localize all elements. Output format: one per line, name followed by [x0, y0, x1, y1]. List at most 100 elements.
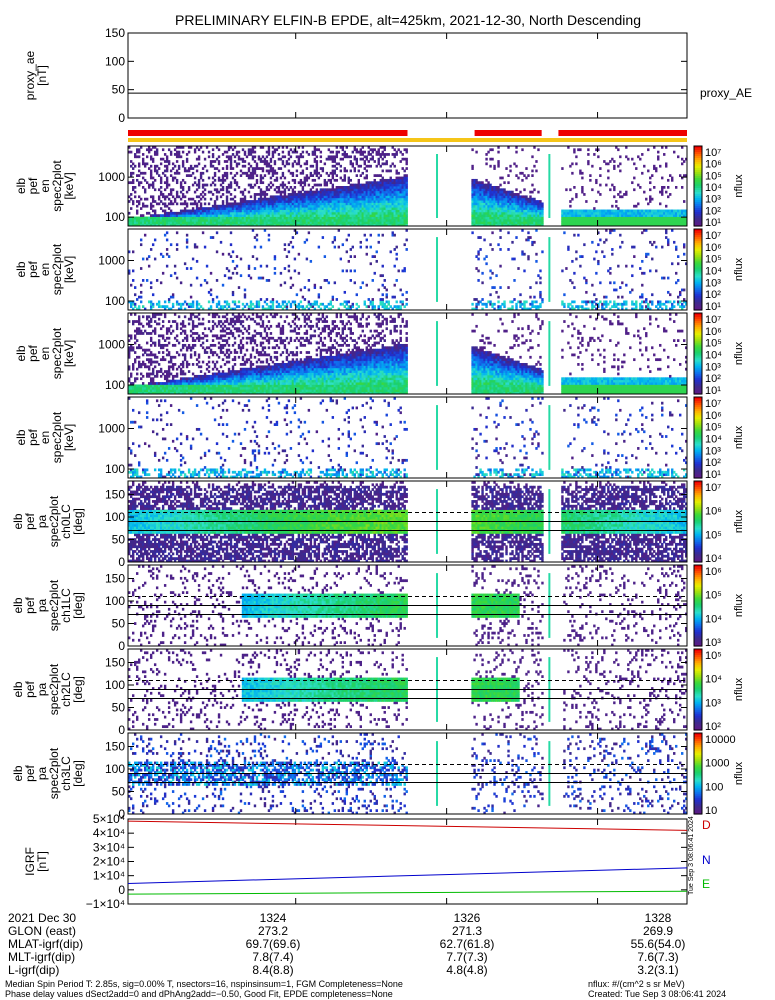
heatmap-cell: [619, 162, 621, 165]
heatmap-cell: [156, 148, 158, 151]
heatmap-cell: [523, 305, 525, 308]
heatmap-cell: [326, 305, 328, 308]
heatmap-cell: [138, 162, 140, 165]
heatmap-cell: [142, 158, 144, 161]
heatmap-cell: [585, 291, 587, 294]
heatmap-cell: [603, 160, 605, 163]
plot-title: PRELIMINARY ELFIN-B EPDE, alt=425km, 202…: [175, 12, 641, 28]
heatmap-cell: [336, 153, 338, 156]
heatmap-cell: [134, 191, 136, 194]
heatmap-cell: [573, 272, 575, 275]
heatmap-cell: [242, 158, 244, 161]
panel-2-colorbar-label-3: 10⁴: [705, 266, 722, 278]
heatmap-cell: [396, 153, 398, 156]
heatmap-cell: [176, 248, 178, 251]
heatmap-cell: [631, 181, 633, 184]
heatmap-cell: [196, 277, 198, 280]
heatmap-cell: [230, 162, 232, 165]
panel-1-spike-1: [548, 154, 550, 218]
heatmap-cell: [515, 236, 517, 239]
heatmap-cell: [475, 255, 477, 258]
heatmap-cell: [152, 293, 154, 296]
heatmap-cell: [517, 177, 519, 180]
heatmap-cell: [202, 179, 204, 182]
heatmap-cell: [527, 255, 529, 258]
heatmap-cell: [288, 158, 290, 161]
heatmap-cell: [222, 186, 224, 189]
heatmap-cell: [214, 179, 216, 182]
heatmap-cell: [186, 267, 188, 270]
heatmap-cell: [661, 246, 663, 249]
heatmap-cell: [288, 162, 290, 165]
heatmap-cell: [573, 300, 575, 303]
heatmap-cell: [613, 195, 615, 198]
heatmap-cell: [609, 160, 611, 163]
heatmap-cell: [679, 293, 681, 296]
heatmap-cell: [336, 174, 338, 177]
heatmap-cell: [533, 188, 535, 191]
heatmap-cell: [318, 177, 320, 180]
heatmap-cell: [406, 298, 408, 301]
heatmap-cell: [166, 205, 168, 208]
heatmap-cell: [218, 162, 220, 165]
heatmap-cell: [160, 191, 162, 194]
heatmap-cell: [254, 198, 256, 201]
heatmap-cell: [268, 153, 270, 156]
heatmap-cell: [266, 160, 268, 163]
panel-0-ytick-label-3: 150: [105, 26, 125, 40]
heatmap-cell: [531, 155, 533, 158]
heatmap-cell: [216, 279, 218, 282]
heatmap-cell: [308, 231, 310, 234]
heatmap-cell: [382, 177, 384, 180]
heatmap-cell: [529, 236, 531, 239]
heatmap-cell: [130, 151, 132, 154]
heatmap-cell: [523, 270, 525, 273]
heatmap-cell: [384, 155, 386, 158]
heatmap-cell: [206, 170, 208, 173]
heatmap-cell: [166, 165, 168, 168]
heatmap-cell: [192, 207, 194, 210]
heatmap-cell: [290, 305, 292, 308]
heatmap-cell: [162, 148, 164, 151]
heatmap-cell: [595, 272, 597, 275]
heatmap-cell: [667, 243, 669, 246]
heatmap-cell: [216, 231, 218, 234]
heatmap-cell: [541, 210, 543, 213]
heatmap-cell: [683, 160, 685, 163]
heatmap-cell: [585, 279, 587, 282]
heatmap-cell: [312, 174, 314, 177]
heatmap-cell: [316, 167, 318, 170]
heatmap-cell: [336, 155, 338, 158]
heatmap-cell: [318, 293, 320, 296]
heatmap-cell: [366, 177, 368, 180]
heatmap-cell: [176, 179, 178, 182]
heatmap-cell: [475, 151, 477, 154]
heatmap-cell: [232, 177, 234, 180]
heatmap-cell: [278, 186, 280, 189]
heatmap-cell: [294, 300, 296, 303]
heatmap-cell: [316, 160, 318, 163]
heatmap-cell: [513, 298, 515, 301]
heatmap-cell: [314, 158, 316, 161]
heatmap-cell: [280, 177, 282, 180]
heatmap-cell: [352, 305, 354, 308]
heatmap-cell: [152, 205, 154, 208]
heatmap-cell: [212, 153, 214, 156]
heatmap-cell: [248, 274, 250, 277]
heatmap-cell: [146, 198, 148, 201]
heatmap-cell: [471, 148, 473, 151]
heatmap-cell: [176, 231, 178, 234]
heatmap-cell: [587, 162, 589, 165]
heatmap-cell: [152, 198, 154, 201]
heatmap-cell: [196, 305, 198, 308]
heatmap-cell: [168, 162, 170, 165]
heatmap-cell: [368, 298, 370, 301]
heatmap-cell: [366, 246, 368, 249]
heatmap-cell: [270, 160, 272, 163]
heatmap-cell: [573, 186, 575, 189]
heatmap-cell: [180, 281, 182, 284]
heatmap-cell: [625, 284, 627, 287]
heatmap-cell: [523, 253, 525, 256]
heatmap-cell: [174, 148, 176, 151]
heatmap-cell: [262, 305, 264, 308]
